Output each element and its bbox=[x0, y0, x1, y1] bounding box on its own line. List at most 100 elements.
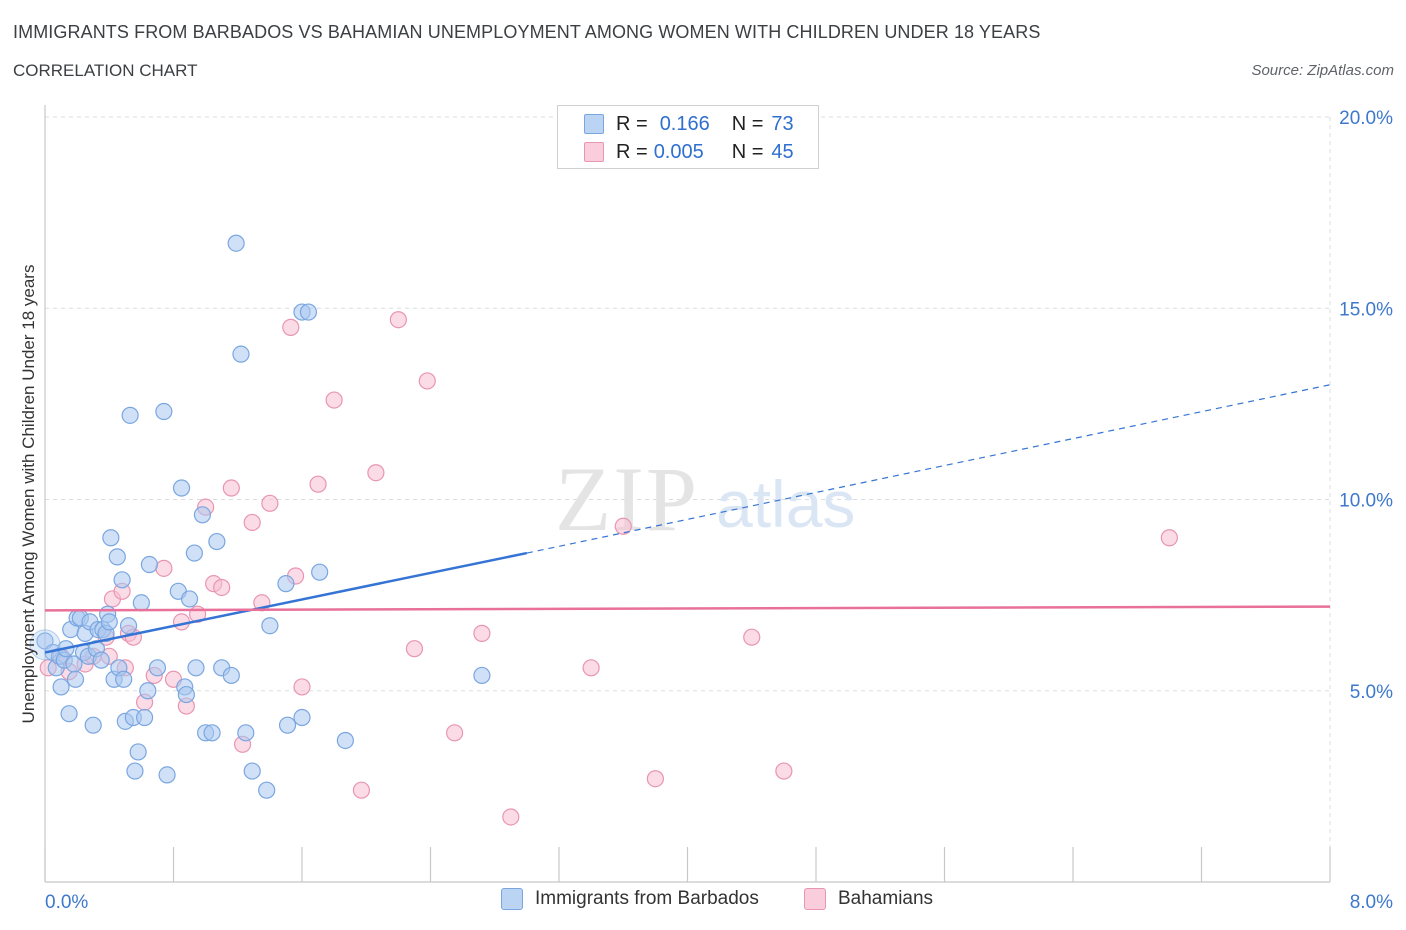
trend-line-bahamians bbox=[44, 605, 1331, 612]
point-barbados bbox=[299, 303, 318, 321]
point-bahamians bbox=[243, 513, 261, 532]
source-label: Source: ZipAtlas.com bbox=[1251, 62, 1394, 79]
point-barbados bbox=[227, 234, 245, 252]
point-bahamians bbox=[282, 318, 300, 336]
point-bahamians bbox=[743, 628, 761, 646]
point-barbados bbox=[311, 563, 329, 581]
series-barbados-points bbox=[29, 234, 491, 799]
point-barbados bbox=[232, 345, 250, 363]
legend-label-barbados: Immigrants from Barbados bbox=[535, 888, 759, 909]
y-axis-label: Unemployment Among Women with Children U… bbox=[19, 265, 38, 724]
point-bahamians bbox=[502, 808, 520, 826]
point-barbados bbox=[187, 659, 205, 677]
legend-swatch-bahamians bbox=[584, 142, 604, 162]
point-barbados bbox=[100, 613, 118, 631]
watermark-zip: ZIP bbox=[555, 448, 699, 550]
legend-swatch-barbados bbox=[501, 888, 523, 910]
series-bahamians-points bbox=[39, 311, 1178, 826]
point-barbados bbox=[222, 666, 240, 685]
legend-n-value: 45 bbox=[771, 140, 794, 163]
point-bahamians bbox=[293, 678, 311, 696]
x-tick-label-min: 0.0% bbox=[45, 892, 88, 913]
point-barbados bbox=[132, 594, 150, 612]
point-barbados bbox=[180, 590, 199, 608]
legend-n-label: N = bbox=[731, 140, 764, 163]
legend-n-value: 73 bbox=[771, 112, 794, 135]
legend-r-label: R = bbox=[616, 140, 648, 163]
y-tick-label: 20.0% bbox=[1339, 108, 1393, 129]
point-barbados bbox=[140, 555, 159, 574]
point-barbados bbox=[102, 529, 120, 547]
point-barbados bbox=[66, 670, 85, 688]
point-barbados bbox=[158, 766, 176, 784]
point-bahamians bbox=[1160, 529, 1178, 547]
point-barbados bbox=[293, 708, 311, 727]
point-barbados bbox=[92, 651, 110, 669]
point-barbados bbox=[278, 716, 297, 734]
point-barbados bbox=[119, 617, 138, 635]
legend-item-barbados[interactable]: Immigrants from Barbados bbox=[501, 888, 759, 910]
point-bahamians bbox=[405, 640, 424, 658]
legend-row-barbados: R = 0.166 N = 73 bbox=[584, 112, 794, 136]
legend-item-bahamians[interactable]: Bahamians bbox=[804, 888, 933, 910]
y-tick-label: 10.0% bbox=[1339, 491, 1393, 512]
point-bahamians bbox=[389, 311, 407, 329]
legend-r-value: 0.005 bbox=[653, 140, 704, 163]
trend-line-barbados-projection bbox=[526, 384, 1331, 554]
point-barbados bbox=[208, 532, 226, 551]
point-barbados bbox=[84, 716, 102, 734]
legend-n-label: N = bbox=[731, 112, 764, 135]
point-barbados bbox=[258, 781, 276, 799]
point-bahamians bbox=[418, 372, 436, 390]
point-barbados bbox=[203, 724, 221, 742]
point-barbados bbox=[129, 743, 147, 761]
point-barbados bbox=[177, 685, 195, 704]
point-barbados bbox=[185, 544, 203, 562]
tick-labels: 5.0% 10.0% 15.0% 20.0% 0.0% 8.0% bbox=[45, 108, 1393, 913]
point-bahamians bbox=[222, 479, 240, 497]
point-barbados bbox=[243, 762, 261, 780]
point-barbados bbox=[172, 479, 191, 497]
point-bahamians bbox=[445, 724, 464, 742]
legend-r-label: R = bbox=[616, 112, 648, 135]
point-bahamians bbox=[213, 578, 231, 597]
chart-subtitle: CORRELATION CHART bbox=[13, 61, 198, 80]
point-bahamians bbox=[155, 559, 173, 577]
point-barbados bbox=[261, 617, 279, 635]
y-tick-label: 5.0% bbox=[1350, 682, 1393, 703]
legend-label-bahamians: Bahamians bbox=[838, 888, 934, 909]
point-barbados bbox=[60, 705, 78, 723]
point-bahamians bbox=[367, 464, 385, 482]
point-bahamians bbox=[582, 659, 600, 677]
point-barbados bbox=[108, 548, 126, 566]
correlation-legend: R = 0.166 N = 73 R = 0.005 N = 45 bbox=[557, 105, 819, 169]
point-bahamians bbox=[473, 624, 491, 642]
watermark: ZIP atlas bbox=[555, 448, 855, 550]
point-barbados bbox=[135, 708, 154, 727]
point-bahamians bbox=[614, 517, 632, 535]
point-barbados bbox=[126, 762, 144, 780]
chart-title: IMMIGRANTS FROM BARBADOS VS BAHAMIAN UNE… bbox=[13, 22, 1041, 42]
point-barbados bbox=[193, 506, 212, 524]
point-barbados bbox=[113, 571, 131, 589]
point-bahamians bbox=[352, 781, 371, 799]
axes bbox=[44, 105, 1331, 883]
point-bahamians bbox=[309, 475, 327, 493]
point-bahamians bbox=[325, 391, 343, 409]
series-legend: Immigrants from Barbados Bahamians bbox=[0, 888, 1406, 916]
trend-lines bbox=[44, 384, 1331, 654]
point-bahamians bbox=[775, 762, 793, 780]
watermark-atlas: atlas bbox=[716, 467, 855, 541]
trend-line-barbados bbox=[44, 551, 528, 654]
point-barbados bbox=[277, 575, 295, 593]
point-barbados bbox=[148, 659, 167, 677]
point-barbados bbox=[237, 724, 255, 742]
point-bahamians bbox=[261, 494, 279, 512]
legend-swatch-bahamians bbox=[804, 888, 826, 910]
point-barbados bbox=[52, 678, 70, 696]
point-barbados bbox=[121, 406, 139, 424]
point-barbados bbox=[115, 670, 133, 688]
x-tick-label-max: 8.0% bbox=[1350, 892, 1393, 913]
legend-row-bahamians: R = 0.005 N = 45 bbox=[584, 140, 794, 164]
